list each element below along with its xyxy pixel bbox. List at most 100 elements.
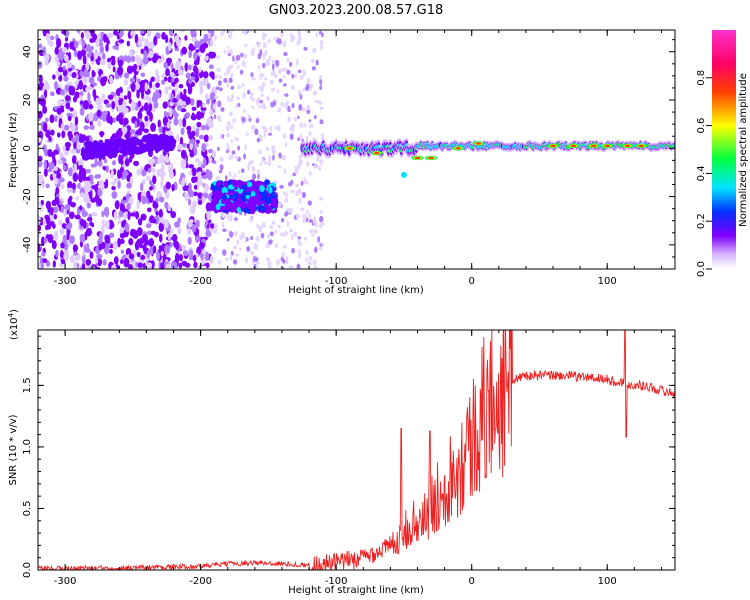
spectral-cell (282, 75, 286, 79)
spectral-cell (72, 182, 76, 190)
spectral-cell (165, 263, 171, 269)
spectral-cell (191, 36, 198, 43)
spectral-cell (73, 40, 79, 49)
spectral-cell (95, 38, 100, 48)
spectral-cell (251, 166, 256, 173)
spectral-cell (180, 149, 187, 159)
spectral-cell (264, 49, 268, 56)
spectral-cell (178, 118, 183, 128)
spectral-cell (42, 30, 47, 37)
spectral-cell (216, 67, 221, 73)
spectral-cell (238, 246, 242, 251)
spectral-cell (55, 196, 60, 205)
spectral-cell (302, 107, 306, 112)
spectral-cell (79, 205, 83, 211)
spectral-cell (195, 142, 199, 148)
spectral-cell (79, 192, 85, 198)
spectral-cell (85, 61, 90, 71)
spectral-cell (109, 75, 114, 84)
spectral-cell (143, 49, 148, 60)
spectral-cell (83, 195, 89, 203)
spectral-cell (105, 219, 110, 230)
spectral-cell (291, 247, 295, 254)
spectral-cell (97, 174, 101, 179)
spectral-cell (291, 73, 295, 79)
spectral-cell (308, 256, 313, 261)
spectral-cell (236, 137, 240, 142)
spectral-cell (69, 235, 75, 244)
spectral-cell (117, 66, 124, 76)
spectral-cell (226, 95, 230, 102)
spectral-cell (72, 96, 78, 103)
spectral-cell (273, 73, 278, 79)
spectral-cell (241, 116, 246, 123)
spectral-cell (44, 89, 48, 99)
spectral-cell (195, 67, 199, 77)
spectral-cell (63, 75, 69, 82)
spectral-cell (123, 117, 129, 126)
spectral-cell (105, 103, 112, 108)
spectral-cell (74, 133, 79, 143)
spectral-cell (267, 259, 272, 267)
spectral-cell (193, 51, 198, 60)
spectral-cell (268, 186, 273, 194)
spectral-cell (287, 116, 292, 123)
spectral-cell (136, 199, 140, 210)
spectral-cell (209, 38, 214, 47)
spectrogram-frame (37, 29, 676, 270)
spectral-cell (143, 94, 149, 101)
spectral-cell (189, 143, 194, 151)
spectral-cell (212, 103, 217, 110)
spectral-cell (110, 60, 116, 66)
spectral-cell (267, 39, 271, 43)
spectral-cell (55, 171, 62, 179)
spectrogram-heatmap (38, 30, 675, 269)
spectral-cell (84, 180, 91, 186)
spectral-cell (42, 122, 48, 132)
x-tick-label: 0 (469, 576, 475, 587)
spectral-cell (237, 170, 241, 174)
spectral-cell (64, 84, 70, 92)
spectral-cell (139, 121, 145, 132)
spectral-cell (119, 238, 125, 244)
spectral-cell (259, 190, 267, 196)
spectral-cell (87, 92, 91, 102)
spectral-cell (314, 220, 318, 228)
spectral-cell (185, 72, 191, 79)
spectral-cell (155, 69, 159, 78)
spectral-cell (224, 175, 228, 181)
spectral-cell (57, 99, 63, 106)
spectral-cell (90, 45, 94, 51)
spectral-cell (252, 98, 256, 102)
spectral-cell (260, 93, 265, 97)
spectral-cell (43, 167, 48, 177)
spectral-cell (165, 68, 170, 77)
snr-y-axis-label: SNR (10 * v/v) (8, 414, 19, 485)
spectral-cell (189, 98, 195, 106)
spectral-cell (160, 180, 164, 189)
spectral-cell (250, 250, 255, 256)
spectral-cell (38, 225, 42, 232)
spectral-cell (174, 77, 179, 84)
spectral-cell (475, 142, 482, 145)
spectral-cell (175, 60, 182, 70)
spectral-cell (306, 161, 310, 168)
spectral-cell (164, 244, 171, 254)
spectral-cell (83, 77, 88, 84)
spectral-cell (195, 235, 201, 242)
spectral-cell (203, 134, 209, 143)
spectral-cell (123, 95, 128, 100)
spectral-cell (263, 126, 268, 134)
spectral-cell (250, 72, 254, 78)
spectral-cell (346, 147, 353, 150)
spectral-cell (225, 257, 229, 261)
spectral-cell (226, 67, 231, 75)
spectral-cell (261, 102, 266, 109)
spectral-cell (212, 246, 217, 254)
spectral-cell (294, 74, 298, 78)
spectral-cell (188, 171, 193, 176)
spectral-cell (146, 30, 152, 38)
spectral-cell (78, 160, 84, 167)
spectral-cell (108, 232, 115, 239)
